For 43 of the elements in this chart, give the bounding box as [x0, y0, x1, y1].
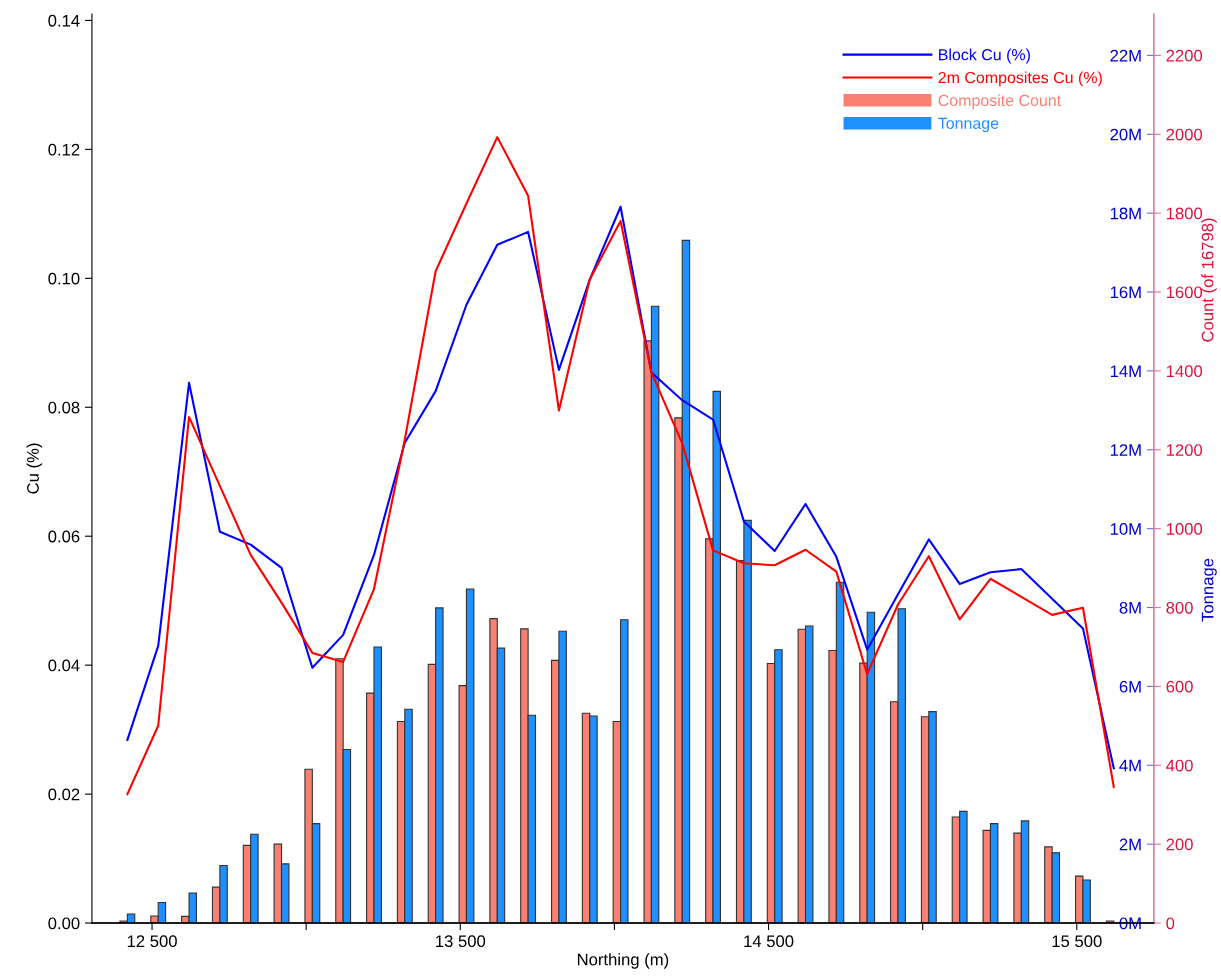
- y-tick-label: 0.00: [48, 917, 80, 930]
- text: Composite Count: [938, 94, 1062, 110]
- y3-axis-title: Tonnage: [1201, 558, 1217, 622]
- x-tick-label: 12 500: [127, 935, 177, 948]
- y-tick-label: 0.10: [48, 272, 80, 285]
- y3-tick-label: 2M: [1119, 838, 1141, 851]
- y2-tick-label: 400: [1166, 759, 1193, 772]
- y2-axis-title: Count (of 16798): [1201, 218, 1217, 342]
- y2-tick-label: 1800: [1166, 207, 1203, 220]
- y3-tick-label: 22M: [1110, 49, 1141, 62]
- y-axis-title: Cu (%): [26, 443, 43, 494]
- text: Block Cu (%): [939, 48, 1030, 64]
- y2-tick-label: 2200: [1166, 49, 1203, 62]
- x-tick-label: 13 500: [436, 935, 486, 948]
- y3-tick-label: 20M: [1110, 128, 1141, 141]
- y-tick-label: 0.06: [48, 530, 80, 543]
- y-tick-label: 0.04: [48, 659, 80, 672]
- y-tick-label: 0.08: [48, 401, 80, 414]
- y3-tick-label: 4M: [1119, 759, 1141, 772]
- y2-tick-label: 800: [1166, 601, 1193, 614]
- y3-tick-label: 6M: [1119, 680, 1141, 693]
- y2-tick-label: 1200: [1166, 444, 1203, 456]
- text: Tonnage: [938, 117, 999, 133]
- y-tick-label: 0.14: [48, 14, 80, 27]
- y3-tick-label: 12M: [1110, 444, 1141, 456]
- y3-tick-label: 8M: [1119, 601, 1141, 614]
- y2-tick-label: 200: [1166, 838, 1193, 851]
- y-tick-label: 0.02: [48, 788, 80, 801]
- x-tick-label: 15 500: [1052, 935, 1102, 948]
- y2-tick-label: 0: [1166, 917, 1175, 930]
- y3-tick-label: 14M: [1110, 365, 1141, 377]
- y3-tick-label: 10M: [1110, 523, 1141, 535]
- y2-tick-label: 1600: [1166, 286, 1203, 299]
- y3-tick-label: 16M: [1110, 286, 1141, 299]
- y2-tick-label: 1000: [1166, 523, 1203, 535]
- y-tick-label: 0.12: [48, 143, 80, 156]
- y2-tick-label: 600: [1166, 680, 1193, 693]
- x-axis-title: Northing (m): [577, 953, 669, 969]
- y2-tick-label: 2000: [1166, 128, 1203, 141]
- x-tick-label: 14 500: [744, 935, 794, 948]
- text: 2m Composites Cu (%): [938, 71, 1102, 87]
- y2-tick-label: 1400: [1166, 365, 1203, 378]
- y3-tick-label: 18M: [1110, 207, 1141, 220]
